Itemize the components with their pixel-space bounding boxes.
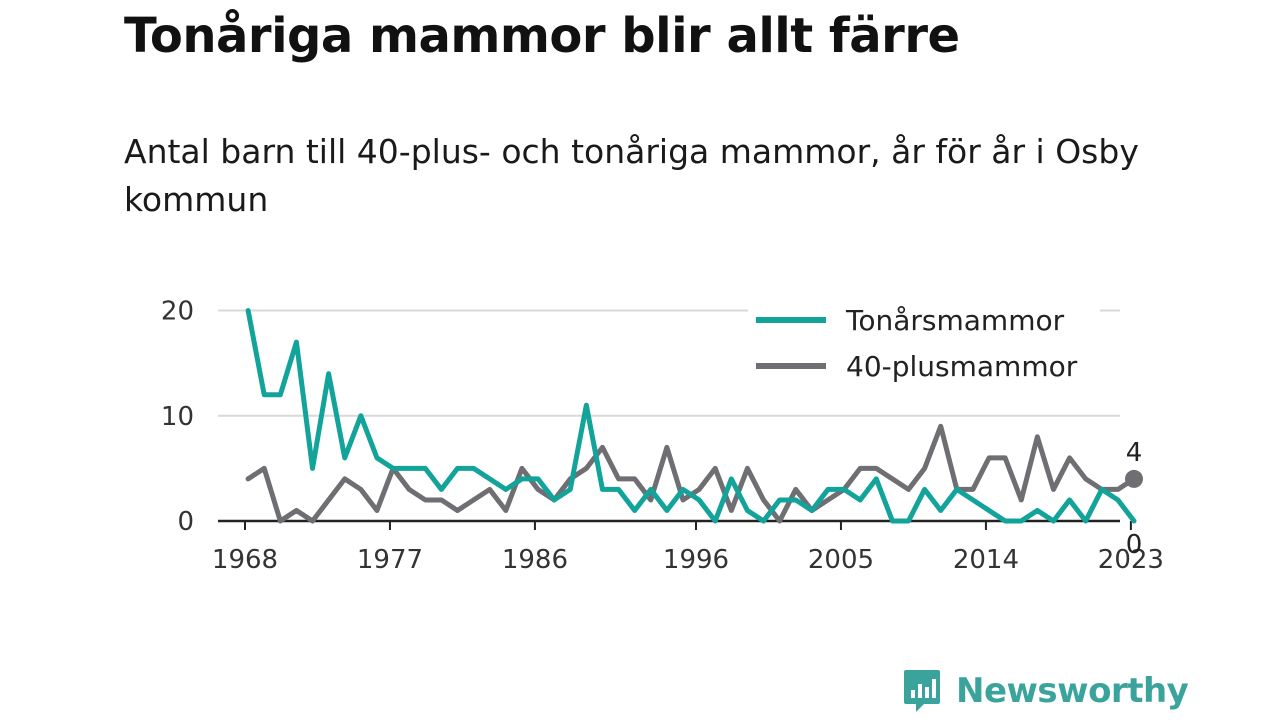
end-point-marker xyxy=(1125,469,1143,488)
brand-logo: Newsworthy xyxy=(902,668,1189,714)
x-tick-label: 1986 xyxy=(502,545,568,575)
series-line-tonarsmammor xyxy=(245,308,1137,524)
x-tick-label: 2014 xyxy=(953,545,1019,575)
legend-label: Tonårsmammor xyxy=(845,304,1065,337)
x-tick-label: 2023 xyxy=(1098,545,1164,575)
y-tick-label: 10 xyxy=(161,402,194,432)
page-title: Tonåriga mammor blir allt färre xyxy=(124,8,960,64)
page-subtitle: Antal barn till 40-plus- och tonåriga ma… xyxy=(124,132,1139,219)
x-tick-label: 1977 xyxy=(357,545,423,575)
series-line-40-plusmammor xyxy=(245,423,1137,524)
legend-label: 40-plusmammor xyxy=(846,350,1078,383)
y-tick-label: 0 xyxy=(177,507,194,537)
x-tick-label: 1996 xyxy=(663,545,729,575)
newsworthy-logo-icon xyxy=(904,670,940,712)
y-tick-label: 20 xyxy=(161,297,194,327)
brand-name: Newsworthy xyxy=(956,671,1189,711)
legend-box xyxy=(748,296,1100,392)
x-tick-label: 1968 xyxy=(212,545,278,575)
end-value-label: 4 xyxy=(1126,438,1143,468)
end-value-label: 0 xyxy=(1126,530,1143,560)
x-tick-label: 2005 xyxy=(808,545,874,575)
